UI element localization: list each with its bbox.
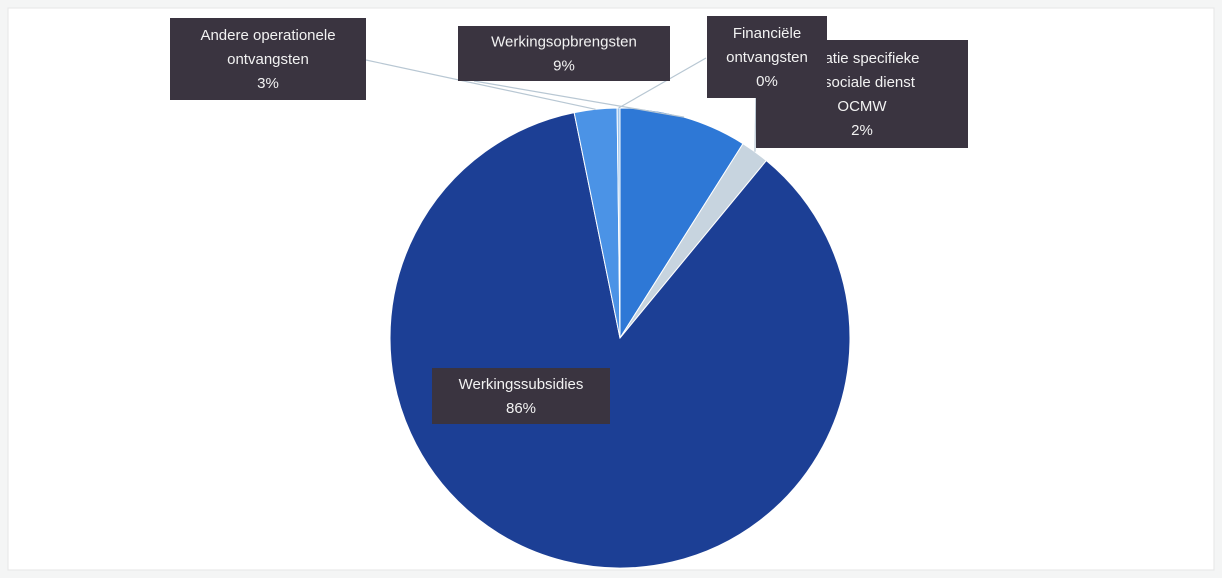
slice-label: …sociale dienst xyxy=(809,74,916,91)
data-label: Werkingsopbrengsten 9% xyxy=(458,26,670,81)
leader-line xyxy=(473,80,685,118)
slice-label: ontvangsten xyxy=(227,51,309,68)
data-label: Werkingssubsidies 86% xyxy=(432,368,610,424)
slice-label: ontvangsten xyxy=(726,49,808,66)
slice-label: …ratie specifieke xyxy=(804,50,919,67)
slice-label: Andere operationele xyxy=(200,27,335,44)
slice-label: Werkingsopbrengsten xyxy=(491,34,637,51)
leader-line xyxy=(618,57,707,109)
leader-line xyxy=(754,91,757,152)
slice-label: Werkingssubsidies xyxy=(459,376,584,393)
slice-label: OCMW xyxy=(837,98,887,115)
data-label: Financiële ontvangsten 0% xyxy=(707,16,827,98)
slice-label: Financiële xyxy=(733,25,801,42)
slice-percent: 9% xyxy=(553,58,575,75)
data-label: Andere operationele ontvangsten 3% xyxy=(170,18,366,100)
data-label-box xyxy=(458,26,670,81)
data-label-box xyxy=(432,368,610,424)
slice-percent: 86% xyxy=(506,400,536,417)
leader-line xyxy=(365,59,596,110)
slice-percent: 3% xyxy=(257,75,279,92)
pie-slice xyxy=(389,112,851,569)
data-label-box xyxy=(170,18,366,100)
slice-percent: 0% xyxy=(756,73,778,90)
data-label-box xyxy=(707,16,827,98)
slice-percent: 2% xyxy=(851,122,873,139)
